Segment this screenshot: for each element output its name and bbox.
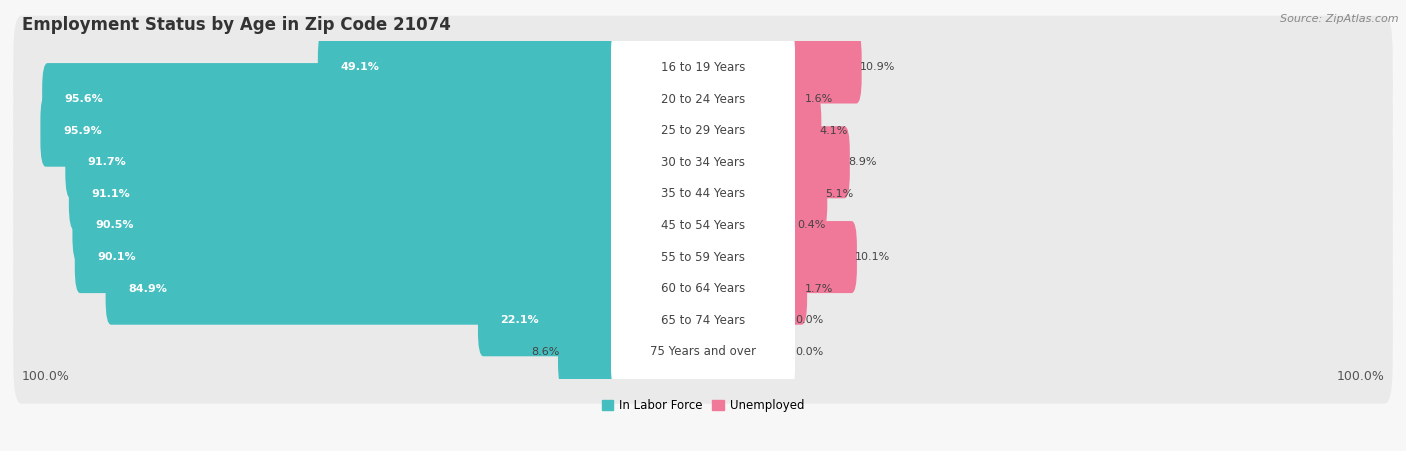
FancyBboxPatch shape <box>14 174 1392 277</box>
Text: 25 to 29 Years: 25 to 29 Years <box>661 124 745 137</box>
FancyBboxPatch shape <box>612 288 794 353</box>
FancyBboxPatch shape <box>612 320 794 384</box>
FancyBboxPatch shape <box>786 158 827 230</box>
Text: 16 to 19 Years: 16 to 19 Years <box>661 61 745 74</box>
FancyBboxPatch shape <box>612 161 794 226</box>
FancyBboxPatch shape <box>65 126 620 198</box>
Text: Employment Status by Age in Zip Code 21074: Employment Status by Age in Zip Code 210… <box>21 15 450 33</box>
FancyBboxPatch shape <box>612 67 794 131</box>
Text: 45 to 54 Years: 45 to 54 Years <box>661 219 745 232</box>
Text: 1.6%: 1.6% <box>804 94 832 104</box>
FancyBboxPatch shape <box>612 98 794 163</box>
FancyBboxPatch shape <box>318 32 620 104</box>
Text: 10.9%: 10.9% <box>859 63 896 73</box>
FancyBboxPatch shape <box>786 126 849 198</box>
FancyBboxPatch shape <box>14 300 1392 404</box>
FancyBboxPatch shape <box>786 189 800 262</box>
Text: 91.1%: 91.1% <box>91 189 131 199</box>
FancyBboxPatch shape <box>786 253 807 325</box>
FancyBboxPatch shape <box>14 47 1392 151</box>
Text: 65 to 74 Years: 65 to 74 Years <box>661 314 745 327</box>
FancyBboxPatch shape <box>75 221 620 293</box>
Text: Source: ZipAtlas.com: Source: ZipAtlas.com <box>1281 14 1399 23</box>
FancyBboxPatch shape <box>612 130 794 194</box>
FancyBboxPatch shape <box>14 237 1392 341</box>
FancyBboxPatch shape <box>14 110 1392 214</box>
FancyBboxPatch shape <box>105 253 620 325</box>
FancyBboxPatch shape <box>786 32 862 104</box>
Text: 0.0%: 0.0% <box>794 347 824 357</box>
FancyBboxPatch shape <box>612 35 794 100</box>
Text: 8.6%: 8.6% <box>531 347 560 357</box>
Text: 0.4%: 0.4% <box>797 221 825 230</box>
FancyBboxPatch shape <box>612 225 794 289</box>
Text: 90.1%: 90.1% <box>97 252 136 262</box>
FancyBboxPatch shape <box>14 205 1392 309</box>
FancyBboxPatch shape <box>558 316 620 388</box>
FancyBboxPatch shape <box>42 63 620 135</box>
Text: 95.6%: 95.6% <box>65 94 104 104</box>
Text: 60 to 64 Years: 60 to 64 Years <box>661 282 745 295</box>
Text: 90.5%: 90.5% <box>94 221 134 230</box>
Text: 10.1%: 10.1% <box>855 252 890 262</box>
Text: 30 to 34 Years: 30 to 34 Years <box>661 156 745 169</box>
Text: 8.9%: 8.9% <box>848 157 876 167</box>
Text: 100.0%: 100.0% <box>1337 370 1385 383</box>
FancyBboxPatch shape <box>612 257 794 321</box>
Text: 5.1%: 5.1% <box>825 189 853 199</box>
Text: 100.0%: 100.0% <box>21 370 69 383</box>
Text: 49.1%: 49.1% <box>340 63 380 73</box>
FancyBboxPatch shape <box>612 193 794 258</box>
Legend: In Labor Force, Unemployed: In Labor Force, Unemployed <box>598 394 808 417</box>
Text: 22.1%: 22.1% <box>501 315 538 325</box>
Text: 95.9%: 95.9% <box>63 126 101 136</box>
Text: 20 to 24 Years: 20 to 24 Years <box>661 92 745 106</box>
Text: 75 Years and over: 75 Years and over <box>650 345 756 359</box>
Text: 1.7%: 1.7% <box>806 284 834 294</box>
Text: 0.0%: 0.0% <box>794 315 824 325</box>
Text: 35 to 44 Years: 35 to 44 Years <box>661 187 745 200</box>
Text: 84.9%: 84.9% <box>128 284 167 294</box>
FancyBboxPatch shape <box>69 158 620 230</box>
FancyBboxPatch shape <box>14 16 1392 120</box>
FancyBboxPatch shape <box>41 95 620 167</box>
Text: 91.7%: 91.7% <box>87 157 127 167</box>
FancyBboxPatch shape <box>14 268 1392 372</box>
FancyBboxPatch shape <box>786 221 856 293</box>
FancyBboxPatch shape <box>786 95 821 167</box>
FancyBboxPatch shape <box>73 189 620 262</box>
FancyBboxPatch shape <box>14 142 1392 246</box>
Text: 4.1%: 4.1% <box>820 126 848 136</box>
FancyBboxPatch shape <box>14 79 1392 183</box>
FancyBboxPatch shape <box>786 63 807 135</box>
FancyBboxPatch shape <box>478 284 620 356</box>
Text: 55 to 59 Years: 55 to 59 Years <box>661 251 745 263</box>
